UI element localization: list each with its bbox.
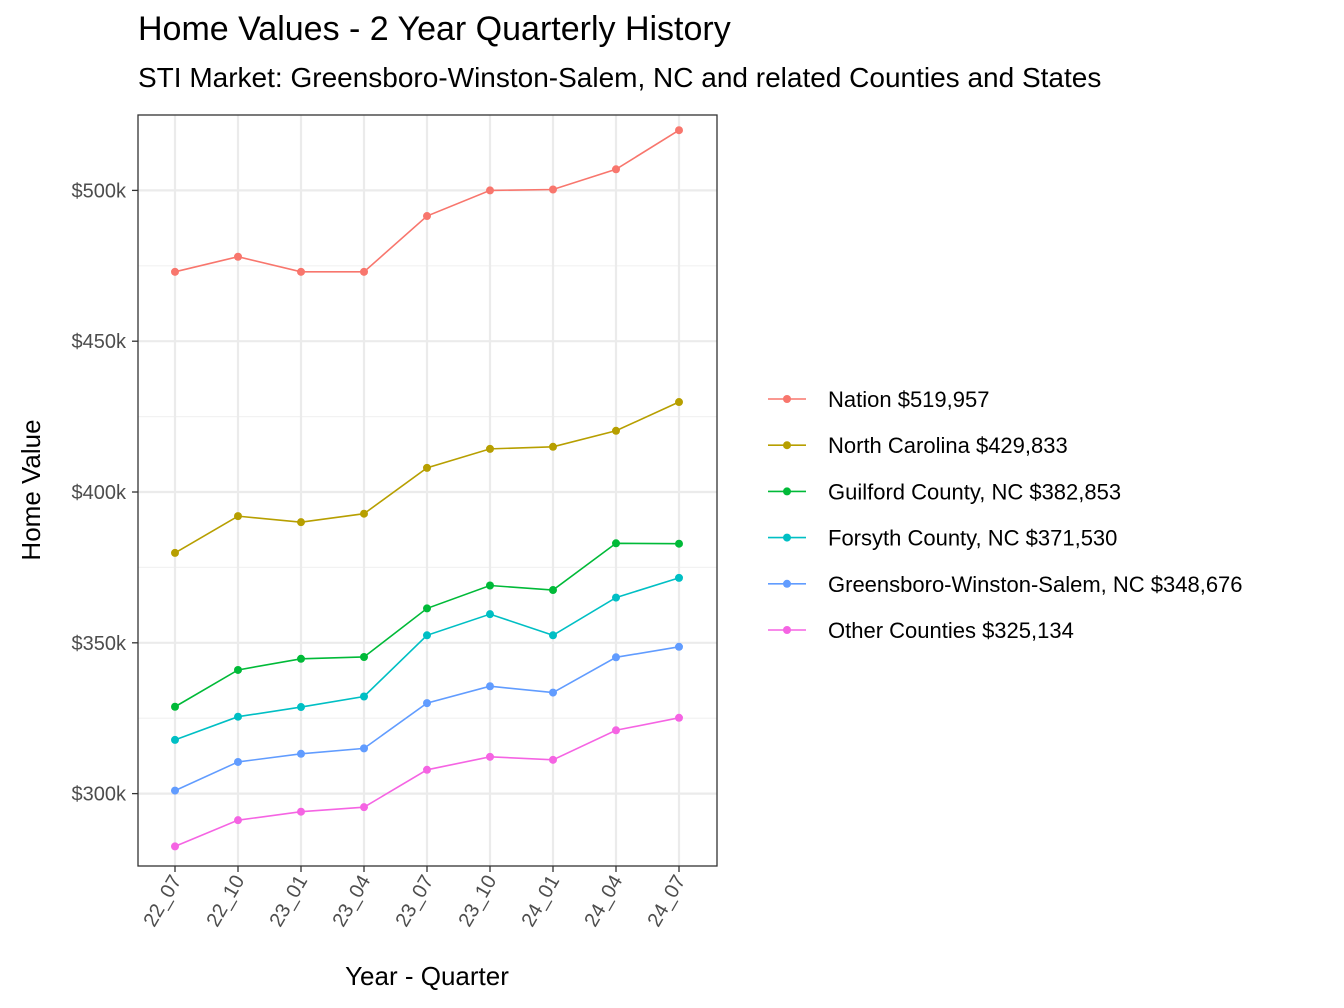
- data-point: [360, 652, 368, 661]
- data-point: [675, 539, 683, 548]
- x-tick-label: 23_10: [454, 872, 501, 931]
- data-point: [171, 735, 179, 744]
- data-point: [297, 807, 305, 816]
- data-point: [612, 165, 620, 174]
- legend-key-point: [783, 533, 791, 542]
- data-point: [423, 212, 431, 221]
- data-point: [360, 803, 368, 812]
- major-gridlines: [138, 115, 717, 866]
- legend-key-point: [783, 626, 791, 634]
- data-point: [297, 654, 305, 663]
- x-tick-label: 22_07: [139, 872, 186, 931]
- data-point: [549, 631, 557, 640]
- data-point: [612, 426, 620, 435]
- data-point: [234, 665, 242, 674]
- legend-key-point: [783, 395, 791, 403]
- data-point: [486, 752, 494, 761]
- y-tick-label: $500k: [72, 180, 127, 202]
- data-point: [675, 398, 683, 407]
- data-point: [234, 712, 242, 721]
- x-axis: 22_07 22_10 23_01 23_04 23_07 23_10 24_01 24_04…: [139, 866, 690, 931]
- data-point: [171, 702, 179, 711]
- legend-label: Guilford County, NC $382,853: [828, 479, 1121, 504]
- data-point: [549, 755, 557, 764]
- x-tick-label: 24_01: [517, 872, 564, 931]
- data-point: [360, 267, 368, 276]
- data-point: [486, 581, 494, 590]
- data-point: [423, 765, 431, 774]
- data-point: [675, 713, 683, 722]
- legend-key-point: [783, 487, 791, 496]
- y-tick-label: $450k: [72, 331, 127, 353]
- data-point: [675, 573, 683, 582]
- legend-label: Nation $519,957: [828, 387, 989, 412]
- x-axis-title: Year - Quarter: [345, 961, 509, 991]
- data-point: [297, 749, 305, 758]
- x-tick-label: 23_04: [328, 872, 375, 931]
- data-point: [297, 518, 305, 527]
- y-tick-label: $300k: [72, 784, 127, 806]
- chart-title: Home Values - 2 Year Quarterly History: [138, 10, 731, 48]
- data-point: [549, 688, 557, 697]
- data-point: [234, 512, 242, 521]
- data-point: [423, 699, 431, 708]
- y-tick-label: $400k: [72, 482, 127, 504]
- x-tick-label: 22_10: [202, 872, 249, 931]
- data-point: [423, 463, 431, 472]
- data-point: [360, 744, 368, 753]
- data-point: [612, 539, 620, 548]
- data-point: [612, 653, 620, 662]
- x-tick-label: 24_04: [580, 872, 627, 931]
- data-point: [612, 726, 620, 735]
- data-point: [171, 267, 179, 276]
- legend-label: Greensboro-Winston-Salem, NC $348,676: [828, 572, 1243, 597]
- data-point: [234, 816, 242, 825]
- y-axis: $300k $350k $400k $450k $500k: [72, 180, 138, 806]
- data-point: [234, 757, 242, 766]
- legend: Nation $519,957 North Carolina $429,833 Gu…: [768, 387, 1243, 643]
- x-tick-label: 23_01: [265, 872, 312, 931]
- legend-key-point: [783, 579, 791, 588]
- legend-label: Other Counties $325,134: [828, 618, 1074, 643]
- data-point: [360, 509, 368, 518]
- legend-label: North Carolina $429,833: [828, 433, 1068, 458]
- legend-key-point: [783, 441, 791, 450]
- data-point: [675, 126, 683, 135]
- data-point: [612, 593, 620, 602]
- data-point: [234, 252, 242, 261]
- data-point: [486, 186, 494, 195]
- data-point: [360, 692, 368, 701]
- series-layer: [171, 126, 683, 851]
- x-tick-label: 23_07: [391, 872, 438, 931]
- data-point: [675, 642, 683, 651]
- data-point: [171, 786, 179, 795]
- data-point: [486, 610, 494, 619]
- data-point: [423, 604, 431, 613]
- y-tick-label: $350k: [72, 633, 127, 655]
- x-tick-label: 24_07: [643, 872, 690, 931]
- data-point: [297, 703, 305, 712]
- legend-label: Forsyth County, NC $371,530: [828, 526, 1117, 551]
- data-point: [486, 444, 494, 453]
- data-point: [171, 548, 179, 557]
- data-point: [171, 842, 179, 851]
- data-point: [486, 682, 494, 691]
- chart-subtitle: STI Market: Greensboro-Winston-Salem, NC…: [138, 62, 1102, 93]
- data-point: [423, 631, 431, 640]
- data-point: [549, 185, 557, 194]
- data-point: [297, 267, 305, 276]
- data-point: [549, 442, 557, 451]
- y-axis-title: Home Value: [16, 419, 46, 560]
- data-point: [549, 586, 557, 595]
